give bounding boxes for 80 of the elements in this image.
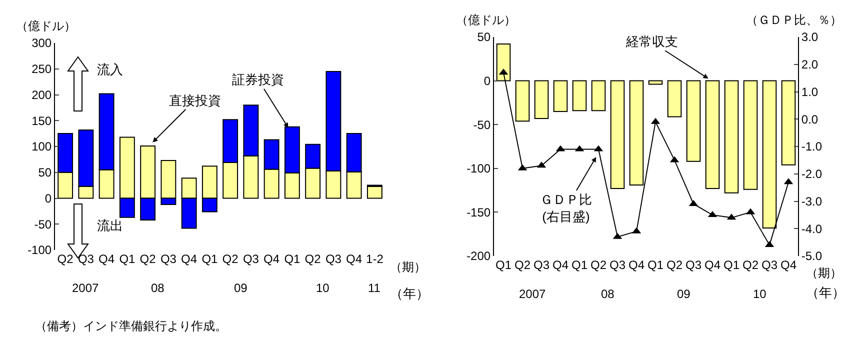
x-tick-label: Q3 xyxy=(78,252,94,266)
y2-tick-label: -1.0 xyxy=(801,140,822,154)
annotation: 流出 xyxy=(97,218,123,233)
x-tick-label: Q4 xyxy=(780,258,797,272)
x-tick-label: Q1 xyxy=(202,252,218,266)
y2-tick-label: 2.0 xyxy=(801,58,818,72)
y-tick-label: -150 xyxy=(466,205,491,220)
x-tick-label: Q1 xyxy=(495,258,512,272)
y-axis-title: （億ドル） xyxy=(456,13,516,27)
y-tick-label: -50 xyxy=(473,118,491,132)
y-tick-label: 250 xyxy=(32,62,52,76)
y2-tick-label: -4.0 xyxy=(801,222,822,236)
text: 2007 xyxy=(72,281,100,295)
y2-tick-label: 0.0 xyxy=(801,112,818,126)
x-tick-label: Q1 xyxy=(284,252,301,266)
y2-tick-label: 3.0 xyxy=(801,30,818,44)
x-tick-label: Q2 xyxy=(140,252,156,266)
y2-tick-label: -5.0 xyxy=(801,249,822,264)
y-tick-label: -100 xyxy=(28,243,52,258)
x-tick-label: Q3 xyxy=(685,258,702,272)
x-axis-title: （期） xyxy=(390,260,426,274)
x-tick-label: Q3 xyxy=(533,258,550,272)
y-tick-label: -200 xyxy=(466,249,491,264)
y2-tick-label: -2.0 xyxy=(801,167,822,182)
y-tick-label: 50 xyxy=(38,166,52,180)
x-tick-label: Q2 xyxy=(514,258,531,272)
x-tick-label: Q4 xyxy=(181,252,198,266)
x-tick-label: Q4 xyxy=(264,252,280,266)
x-tick-label: Q3 xyxy=(325,252,342,266)
x-tick-label: Q4 xyxy=(704,258,721,272)
x-tick-label: Q2 xyxy=(304,252,322,266)
x-tick-label: Q1 xyxy=(571,258,588,272)
y-axis-title: （億ドル） xyxy=(16,19,76,33)
y-tick-label: -50 xyxy=(34,217,52,232)
bar xyxy=(366,186,382,199)
x-tick-label: Q1 xyxy=(119,252,136,266)
text: 09 xyxy=(234,281,248,295)
annotation: 流入 xyxy=(97,62,123,77)
y-tick-label: 300 xyxy=(32,36,52,50)
x-tick-label: Q3 xyxy=(160,252,177,266)
x-axis-title: （期） xyxy=(806,266,842,280)
x-tick-label: Q2 xyxy=(666,258,683,272)
x-tick-label: Q2 xyxy=(57,252,74,266)
series-label: ＧＤＰ比 (右目盛) xyxy=(540,192,592,224)
text: 2007 xyxy=(519,287,546,301)
x-tick-label: Q3 xyxy=(609,258,626,272)
text: 09 xyxy=(677,287,691,301)
x-tick-label: Q2 xyxy=(590,258,607,272)
text: （年） xyxy=(390,286,429,301)
text: 10 xyxy=(753,287,767,301)
y2-tick-label: 1.0 xyxy=(801,84,818,99)
y-tick-label: -100 xyxy=(466,162,491,176)
y-tick-label: 50 xyxy=(477,30,491,44)
x-tick-label: Q1 xyxy=(647,258,664,272)
y2-tick-label: -3.0 xyxy=(801,194,822,208)
x-tick-label: Q1 xyxy=(723,258,740,272)
y-tick-label: 0 xyxy=(484,74,491,88)
y-tick-label: 150 xyxy=(32,114,52,128)
x-tick-label: Q4 xyxy=(628,258,645,272)
text: （年） xyxy=(806,285,845,300)
text: 10 xyxy=(316,281,330,295)
x-tick-label: Q3 xyxy=(242,252,260,266)
x-tick-label: Q2 xyxy=(222,252,239,266)
x-tick-label: Q3 xyxy=(761,258,778,272)
x-tick-label: Q2 xyxy=(742,258,759,272)
series-label: 証券投資 xyxy=(232,72,284,87)
x-tick-label: Q4 xyxy=(346,252,362,266)
text: 11 xyxy=(368,281,381,295)
text: （備考）インド準備銀行より作成。 xyxy=(35,318,227,335)
x-tick-label: Q4 xyxy=(552,258,569,272)
y-tick-label: 100 xyxy=(32,140,52,154)
x-tick-label: 1-2 xyxy=(366,252,384,266)
text: 08 xyxy=(151,281,165,295)
y-tick-label: 200 xyxy=(32,88,52,102)
text: 08 xyxy=(601,287,615,301)
text: 直接投資 xyxy=(169,93,221,108)
y2-axis-title: （ＧＤＰ比、％） xyxy=(746,13,842,27)
y-tick-label: 0 xyxy=(44,191,52,206)
x-tick-label: Q4 xyxy=(98,252,115,266)
text: 経常収支 xyxy=(625,34,678,49)
